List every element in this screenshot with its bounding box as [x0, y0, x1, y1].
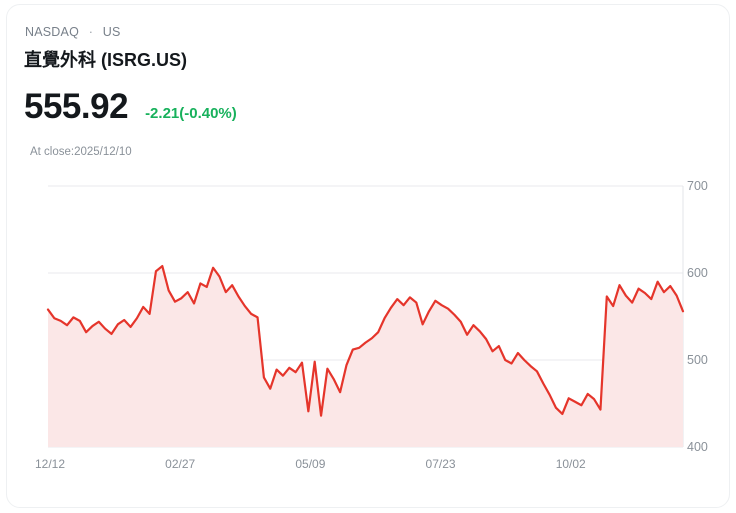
stock-quote-card: NASDAQ · US 直覺外科 (ISRG.US) 555.92 -2.21(… — [6, 4, 730, 508]
price-chart-svg — [46, 185, 685, 448]
exchange-label: NASDAQ — [25, 25, 79, 39]
price-chart[interactable]: 400 500 600 700 12/12 02/27 05/09 07/23 10/02 — [7, 165, 729, 490]
price-area-fill — [48, 266, 683, 447]
price-line — [46, 264, 685, 417]
x-axis-tick: 07/23 — [425, 457, 456, 471]
region-label: US — [102, 25, 121, 39]
x-axis-tick: 10/02 — [555, 457, 586, 471]
price-change: -2.21(-0.40%) — [145, 105, 237, 122]
price-row: 555.92 -2.21(-0.40%) — [24, 89, 237, 131]
market-status-note: At close:2025/12/10 — [30, 146, 132, 158]
x-axis-tick: 12/12 — [35, 457, 66, 471]
separator-dot: · — [88, 25, 94, 39]
x-axis-tick: 05/09 — [295, 457, 326, 471]
exchange-region-row: NASDAQ · US — [25, 25, 121, 39]
x-axis-tick: 02/27 — [165, 457, 196, 471]
page-title: 直覺外科 (ISRG.US) — [24, 50, 188, 70]
last-price: 555.92 — [24, 87, 129, 126]
